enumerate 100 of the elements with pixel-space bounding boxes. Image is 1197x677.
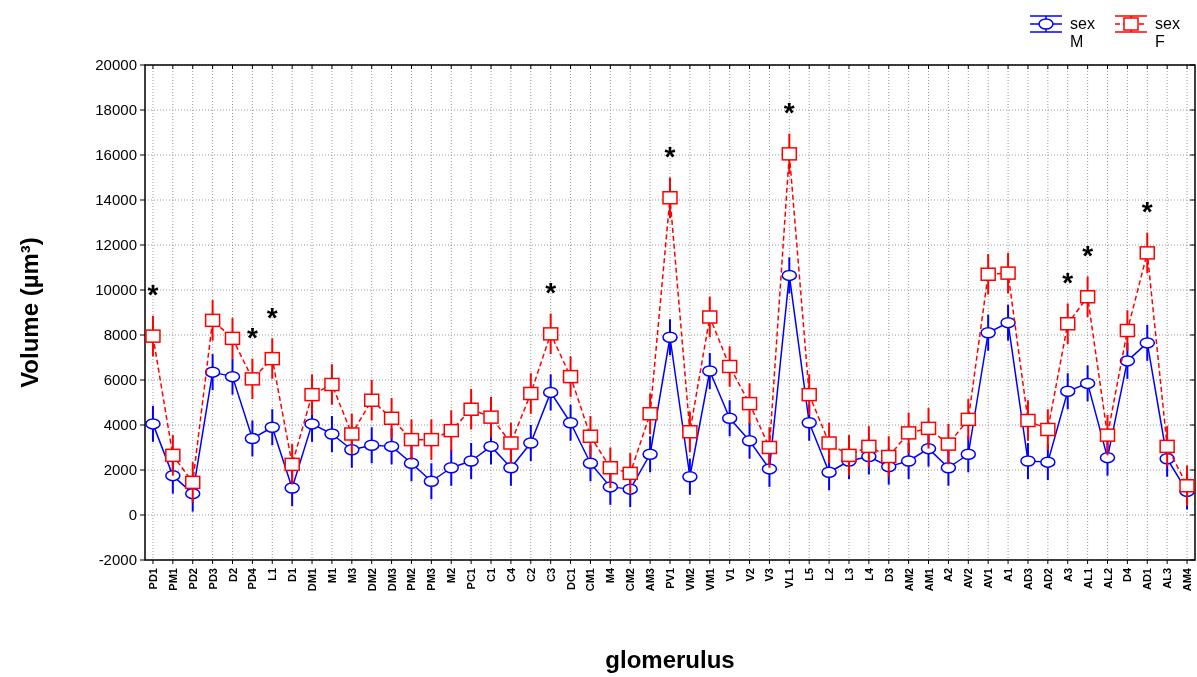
point <box>662 191 678 205</box>
point <box>324 377 340 392</box>
x-tick-label: M3 <box>345 568 358 584</box>
x-tick-label: PD2 <box>186 568 199 590</box>
point <box>184 475 201 490</box>
x-tick-label: VL1 <box>783 568 796 589</box>
point <box>761 440 778 455</box>
x-tick-label: PC1 <box>465 568 478 590</box>
x-tick-label: DM2 <box>365 568 378 592</box>
point <box>741 435 758 447</box>
point <box>1099 428 1116 442</box>
point <box>761 463 778 475</box>
point <box>1040 456 1056 468</box>
x-tick-label: VM2 <box>683 568 696 591</box>
x-tick-label: D3 <box>882 568 895 583</box>
point <box>642 407 658 421</box>
point <box>821 436 837 450</box>
point <box>801 417 817 429</box>
point <box>980 327 996 339</box>
point <box>443 423 459 438</box>
y-tick-label: 0 <box>128 506 137 524</box>
x-tick-label: DM3 <box>385 568 398 592</box>
point <box>1079 290 1096 304</box>
x-tick-label: A1 <box>1002 568 1015 583</box>
point <box>463 402 479 416</box>
x-tick-label: L2 <box>823 568 836 581</box>
point <box>940 437 957 451</box>
point <box>562 369 579 384</box>
point <box>781 269 798 282</box>
point <box>801 387 817 402</box>
x-tick-label: AM2 <box>902 568 915 592</box>
x-tick-label: AM3 <box>644 568 657 592</box>
y-tick-label: 12000 <box>95 236 137 254</box>
x-tick-label: PD1 <box>146 568 159 590</box>
point <box>900 426 917 440</box>
point <box>403 432 420 447</box>
point <box>304 387 320 402</box>
point <box>721 359 738 374</box>
point <box>383 440 400 453</box>
x-tick-label: V2 <box>743 568 756 582</box>
point <box>582 457 599 469</box>
point <box>741 396 758 411</box>
point <box>1020 413 1036 428</box>
x-tick-label: M1 <box>325 568 338 584</box>
y-tick-label: 10000 <box>95 281 137 299</box>
point <box>960 412 977 427</box>
point <box>781 147 798 161</box>
x-tick-label: D2 <box>226 568 239 583</box>
point <box>423 475 440 487</box>
x-tick-label: AD3 <box>1021 568 1034 591</box>
point <box>363 393 380 407</box>
point <box>224 370 241 383</box>
point <box>682 471 698 483</box>
point <box>165 469 181 482</box>
x-tick-label: PD4 <box>246 567 259 590</box>
x-tick-label: L5 <box>803 568 816 581</box>
point <box>642 448 658 460</box>
point <box>682 425 698 439</box>
x-tick-label: AV1 <box>982 568 995 589</box>
point <box>1179 479 1195 493</box>
annotation: * <box>545 276 557 308</box>
x-tick-label: A2 <box>942 568 955 583</box>
point <box>204 313 221 328</box>
x-tick-label: A3 <box>1061 568 1074 583</box>
x-tick-label: AL1 <box>1081 568 1094 589</box>
x-tick-label: AD2 <box>1041 568 1054 591</box>
point <box>1059 385 1076 397</box>
x-tick-label: VM1 <box>703 568 716 591</box>
point <box>403 457 420 469</box>
point <box>1119 355 1136 367</box>
point <box>721 412 738 424</box>
y-tick-label: 8000 <box>103 326 137 344</box>
x-tick-label: M4 <box>604 567 617 584</box>
point <box>960 448 977 460</box>
x-tick-label: D1 <box>286 568 299 583</box>
point <box>582 429 599 443</box>
y-tick-label: -2000 <box>98 551 137 569</box>
x-tick-label: DC1 <box>564 568 577 591</box>
x-tick-label: CM1 <box>584 568 597 592</box>
point <box>881 449 897 464</box>
point <box>1139 246 1156 260</box>
annotation: * <box>1141 195 1153 227</box>
point <box>324 428 340 440</box>
x-tick-label: AD1 <box>1141 568 1154 591</box>
point <box>542 386 559 399</box>
annotation: * <box>246 321 258 353</box>
point <box>1020 455 1036 467</box>
point <box>900 455 917 467</box>
point <box>1059 317 1076 331</box>
x-tick-label: C4 <box>504 567 517 583</box>
point <box>204 366 221 378</box>
point <box>483 440 499 453</box>
annotation: * <box>147 279 159 311</box>
y-tick-label: 20000 <box>95 56 137 74</box>
point <box>264 351 281 366</box>
y-tick-label: 14000 <box>95 191 137 209</box>
point <box>244 372 261 386</box>
point <box>702 310 718 324</box>
point <box>483 410 499 424</box>
point <box>383 411 400 425</box>
